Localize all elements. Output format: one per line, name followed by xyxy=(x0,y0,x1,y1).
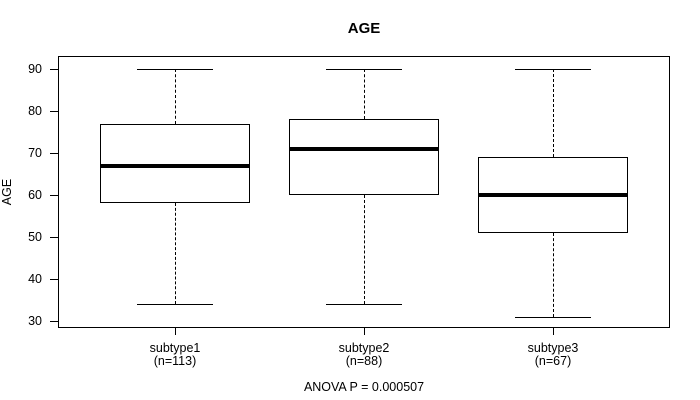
iqr-box xyxy=(289,119,439,195)
y-tick-mark xyxy=(50,153,58,154)
x-tick-mark xyxy=(552,328,554,335)
lower-whisker-cap xyxy=(137,304,213,306)
upper-whisker-line xyxy=(174,69,176,124)
y-tick-mark xyxy=(50,237,58,238)
upper-whisker-cap xyxy=(137,69,213,70)
x-group-label: subtype3 (n=67) xyxy=(478,342,628,368)
median-line xyxy=(289,146,439,151)
y-tick-label: 60 xyxy=(28,188,42,202)
y-tick-label: 80 xyxy=(28,104,42,118)
y-tick-mark xyxy=(50,69,58,70)
x-tick-mark xyxy=(363,328,365,335)
group-n-count: (n=67) xyxy=(534,354,572,368)
upper-whisker-line xyxy=(363,69,365,120)
upper-whisker-cap xyxy=(515,69,591,70)
group-name: subtype3 xyxy=(527,341,579,355)
lower-whisker-line xyxy=(552,232,554,317)
x-tick-mark xyxy=(174,328,176,335)
upper-whisker-line xyxy=(552,69,554,158)
x-group-label: subtype2 (n=88) xyxy=(289,342,439,368)
median-line xyxy=(100,163,250,168)
group-n-count: (n=88) xyxy=(345,354,383,368)
y-tick-mark xyxy=(50,279,58,280)
lower-whisker-line xyxy=(363,195,365,305)
upper-whisker-cap xyxy=(326,69,402,70)
y-tick-label: 40 xyxy=(28,272,42,286)
y-tick-label: 70 xyxy=(28,146,42,160)
lower-whisker-cap xyxy=(515,316,591,318)
y-tick-label: 90 xyxy=(28,62,42,76)
y-tick-label: 30 xyxy=(28,314,42,328)
x-group-label: subtype1 (n=113) xyxy=(100,342,250,368)
y-tick-mark xyxy=(50,111,58,112)
chart-title: AGE xyxy=(347,20,381,37)
y-tick-label: 50 xyxy=(28,230,42,244)
group-name: subtype1 xyxy=(149,341,201,355)
iqr-box xyxy=(100,123,250,204)
y-tick-mark xyxy=(50,321,58,322)
anova-annotation: ANOVA P = 0.000507 xyxy=(303,380,425,394)
y-axis-label: AGE xyxy=(0,178,14,206)
group-n-count: (n=113) xyxy=(153,354,197,368)
lower-whisker-line xyxy=(174,203,176,305)
median-line xyxy=(478,193,628,197)
lower-whisker-cap xyxy=(326,304,402,306)
y-tick-mark xyxy=(50,195,58,196)
group-name: subtype2 xyxy=(338,341,390,355)
